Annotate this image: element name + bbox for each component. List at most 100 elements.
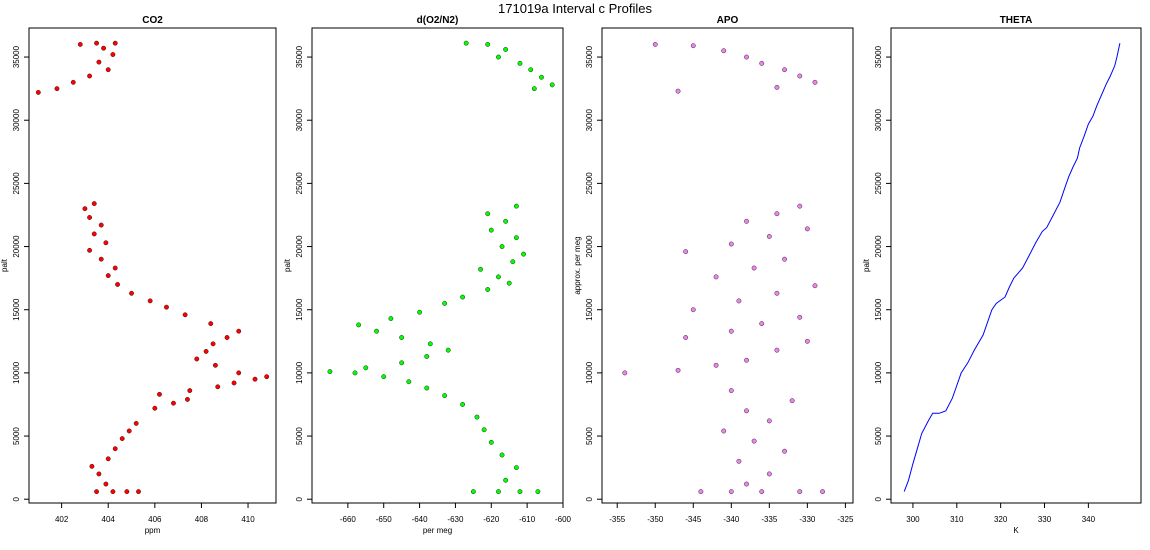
data-point [460,294,465,300]
data-point [236,328,242,334]
data-point [496,489,501,495]
x-tick-label: 340 [1082,515,1096,524]
data-point [797,73,803,79]
x-tick-label: 406 [148,515,162,524]
y-tick-label: 15000 [874,298,883,321]
data-point [506,280,512,286]
data-point [185,397,190,402]
x-axis-label: K [1013,526,1019,535]
x-tick-label: -600 [555,515,572,524]
y-tick-label: 35000 [295,45,304,68]
y-tick-label: 20000 [585,235,594,258]
data-point [208,321,214,327]
panel-3: THETA 300 310 320 330 340 K 0 5000 10000 15000 2000… [862,15,1142,535]
data-point [424,354,430,359]
theta-line [903,43,1121,492]
x-tick-label: 402 [55,515,69,524]
data-point [252,376,258,382]
y-axis-label: approx. per meg [573,236,582,294]
data-point [96,471,102,477]
x-tick-label: 330 [1038,515,1052,524]
y-tick-label: 25000 [295,172,304,195]
data-point [112,446,118,452]
y-tick-label: 35000 [874,45,883,68]
data-point [194,356,200,362]
plot-frame [28,27,277,504]
x-axis-label: per meg [423,526,452,535]
data-point [105,67,111,73]
data-point [517,489,523,495]
data-point [136,489,141,495]
data-point [812,283,818,289]
panel-0: CO2 402 404 406 408 410 ppm 0 5000 10000 15000 2000… [0,15,277,535]
data-point [774,84,780,90]
y-tick-label: 30000 [295,109,304,132]
data-point [652,42,658,47]
data-point [463,40,469,46]
y-tick-label: 35000 [585,45,594,68]
panel-1: d(O2/N2) -660 -650 -640 -630 -620 -610 -600 per … [283,15,572,535]
data-point [728,241,734,247]
data-point [103,240,109,246]
data-point [35,90,41,95]
y-tick-label: 0 [295,496,304,501]
data-point [187,388,193,393]
data-point [675,367,681,373]
data-point [721,428,727,434]
y-tick-label: 0 [874,496,883,501]
data-point [182,312,188,318]
data-point [766,471,772,477]
data-point [98,256,104,262]
x-tick-label: -630 [447,515,464,524]
data-point [499,244,505,249]
data-point [460,402,465,407]
data-point [683,249,689,255]
data-point [535,489,541,495]
data-point [112,265,118,271]
y-tick-label: 15000 [295,298,304,321]
data-point [424,385,430,391]
data-point [485,211,491,217]
x-tick-label: -330 [799,515,816,524]
x-tick-label: 404 [102,515,116,524]
y-tick-label: 10000 [295,361,304,384]
data-point [105,273,111,279]
y-tick-label: 5000 [295,427,304,445]
data-point [70,79,76,85]
data-point [152,405,158,411]
y-axis-label: palt [0,258,9,272]
data-point [427,341,433,347]
data-point [171,400,176,406]
data-point [129,290,134,296]
data-point [759,321,765,327]
y-tick-label: 15000 [12,298,21,321]
data-point [87,247,92,253]
data-point [264,374,270,380]
x-tick-label: -620 [483,515,500,524]
y-tick-label: 10000 [585,361,594,384]
data-point [503,218,509,224]
data-point [782,448,787,454]
data-point [470,489,476,495]
data-point [363,365,369,371]
data-point [713,362,719,368]
data-point [782,67,787,73]
data-point [736,298,742,304]
x-tick-label: 310 [950,515,964,524]
y-tick-label: 30000 [12,109,21,132]
panel-title: CO2 [142,15,163,26]
y-tick-label: 20000 [874,235,883,258]
y-tick-label: 30000 [874,109,883,132]
data-point [94,40,99,46]
data-point [485,287,491,292]
x-tick-label: -640 [412,515,429,524]
x-tick-label: -650 [376,515,393,524]
data-point [797,314,803,320]
x-tick-label: -335 [761,515,778,524]
data-point [77,42,83,47]
data-point [110,489,116,495]
data-point [744,481,749,487]
data-point [356,322,362,328]
panel-title: THETA [1000,15,1033,26]
